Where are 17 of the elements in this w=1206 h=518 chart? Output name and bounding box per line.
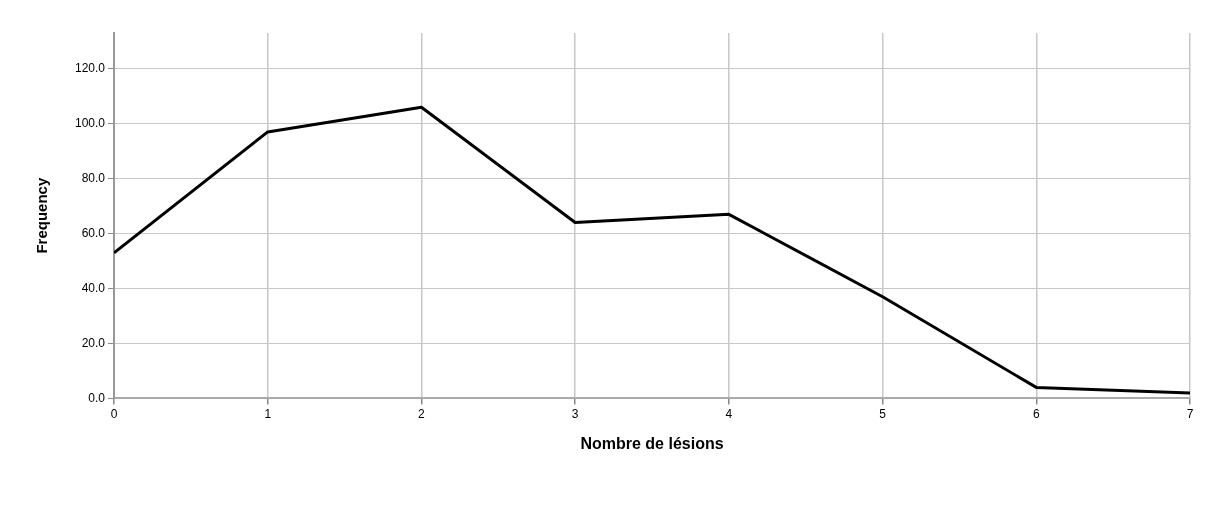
x-tick-label: 3: [571, 406, 579, 421]
x-axis-title: Nombre de lésions: [580, 434, 724, 452]
y-tick-label: 100.0: [75, 115, 106, 130]
y-tick-label: 80.0: [81, 170, 106, 185]
x-tick-label: 2: [418, 406, 426, 421]
y-tick-label: 120.0: [75, 61, 106, 76]
x-tick-label: 6: [1032, 406, 1040, 421]
y-axis-title: Frequency: [33, 177, 51, 254]
x-tick-label: 0: [110, 406, 118, 421]
x-tick-label: 4: [725, 406, 733, 421]
y-tick-label: 60.0: [81, 225, 106, 240]
x-tick-label: 1: [264, 406, 272, 421]
y-tick-label: 40.0: [81, 280, 106, 295]
y-tick-label: 20.0: [81, 335, 106, 350]
y-tick-label: 0.0: [88, 390, 106, 405]
x-tick-label: 5: [879, 406, 887, 421]
x-tick-label: 7: [1186, 406, 1194, 421]
